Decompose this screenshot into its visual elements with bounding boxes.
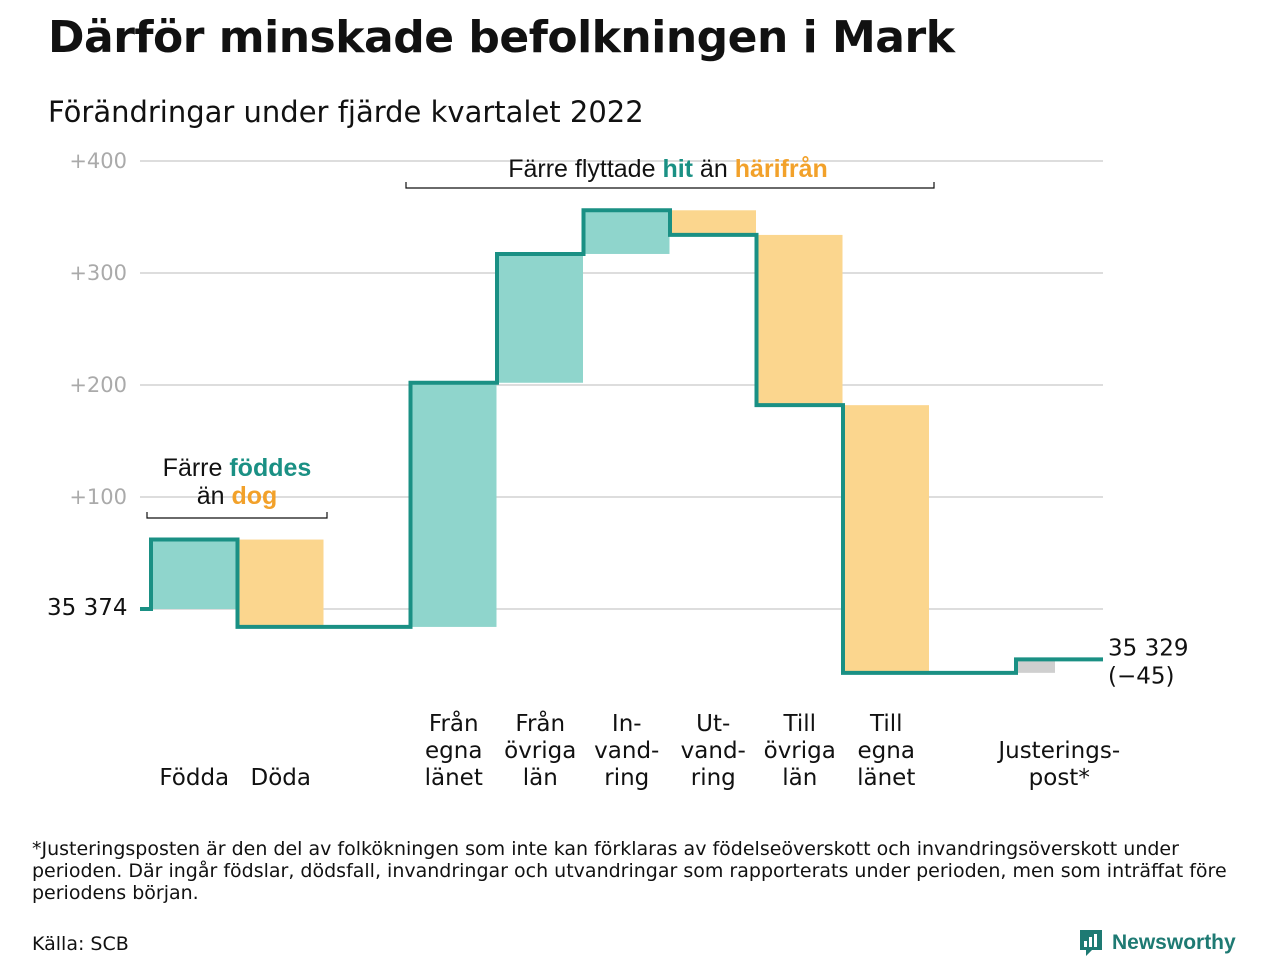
category-label: ring	[604, 765, 649, 791]
brand-logo: Newsworthy	[1078, 926, 1236, 960]
annotation-births-deaths-line1: Färre föddes	[163, 454, 312, 482]
category-label: vand-	[594, 738, 659, 764]
category-label: länet	[857, 765, 915, 791]
category-label: län	[523, 765, 558, 791]
category-label: post*	[1029, 765, 1090, 791]
end-change-label: (−45)	[1108, 663, 1174, 689]
start-value-label: 35 374	[47, 595, 127, 621]
source-note: Källa: SCB	[32, 933, 129, 955]
category-label: Justerings-	[996, 738, 1120, 764]
footnote: *Justeringsposten är den del av folkökni…	[32, 838, 1227, 904]
category-label: In-	[612, 711, 642, 737]
cumulative-step-line	[140, 208, 1103, 675]
category-label: län	[782, 765, 817, 791]
category-label: vand-	[681, 738, 746, 764]
bar	[497, 253, 583, 383]
bar	[583, 210, 670, 254]
bar	[843, 405, 929, 673]
newsworthy-logo-icon	[1080, 930, 1102, 956]
category-label: ring	[691, 765, 736, 791]
bar	[410, 382, 497, 627]
y-tick-label: +200	[69, 373, 127, 397]
bar	[670, 210, 756, 235]
bar	[1018, 659, 1055, 673]
category-label: Födda	[159, 765, 229, 791]
y-tick-label: +300	[69, 261, 127, 285]
annotation-bracket-migration	[405, 182, 935, 189]
annotation-migration: Färre flyttade hit än härifrån	[508, 155, 828, 183]
annotation-births-deaths-line2: än dog	[197, 482, 278, 510]
chart-subtitle: Förändringar under fjärde kvartalet 2022	[48, 95, 644, 129]
category-label: övriga	[504, 738, 576, 764]
category-label: egna	[858, 738, 915, 764]
category-label: länet	[425, 765, 483, 791]
chart-title: Därför minskade befolkningen i Mark	[48, 12, 955, 63]
category-label: Döda	[251, 765, 311, 791]
category-label: Från	[515, 709, 565, 737]
bar	[756, 234, 843, 406]
bar	[151, 539, 237, 609]
category-label: Ut-	[696, 711, 730, 737]
annotation-bracket-births-deaths	[146, 512, 328, 519]
category-label: egna	[425, 738, 482, 764]
category-label: Till	[869, 711, 903, 737]
category-label: övriga	[764, 738, 836, 764]
category-label: Från	[429, 709, 479, 737]
end-value-label: 35 329	[1108, 635, 1188, 661]
y-tick-label: +100	[69, 485, 127, 509]
category-label: Till	[782, 711, 816, 737]
y-tick-label: +400	[69, 149, 127, 173]
bar	[237, 539, 324, 627]
brand-name: Newsworthy	[1112, 931, 1236, 954]
